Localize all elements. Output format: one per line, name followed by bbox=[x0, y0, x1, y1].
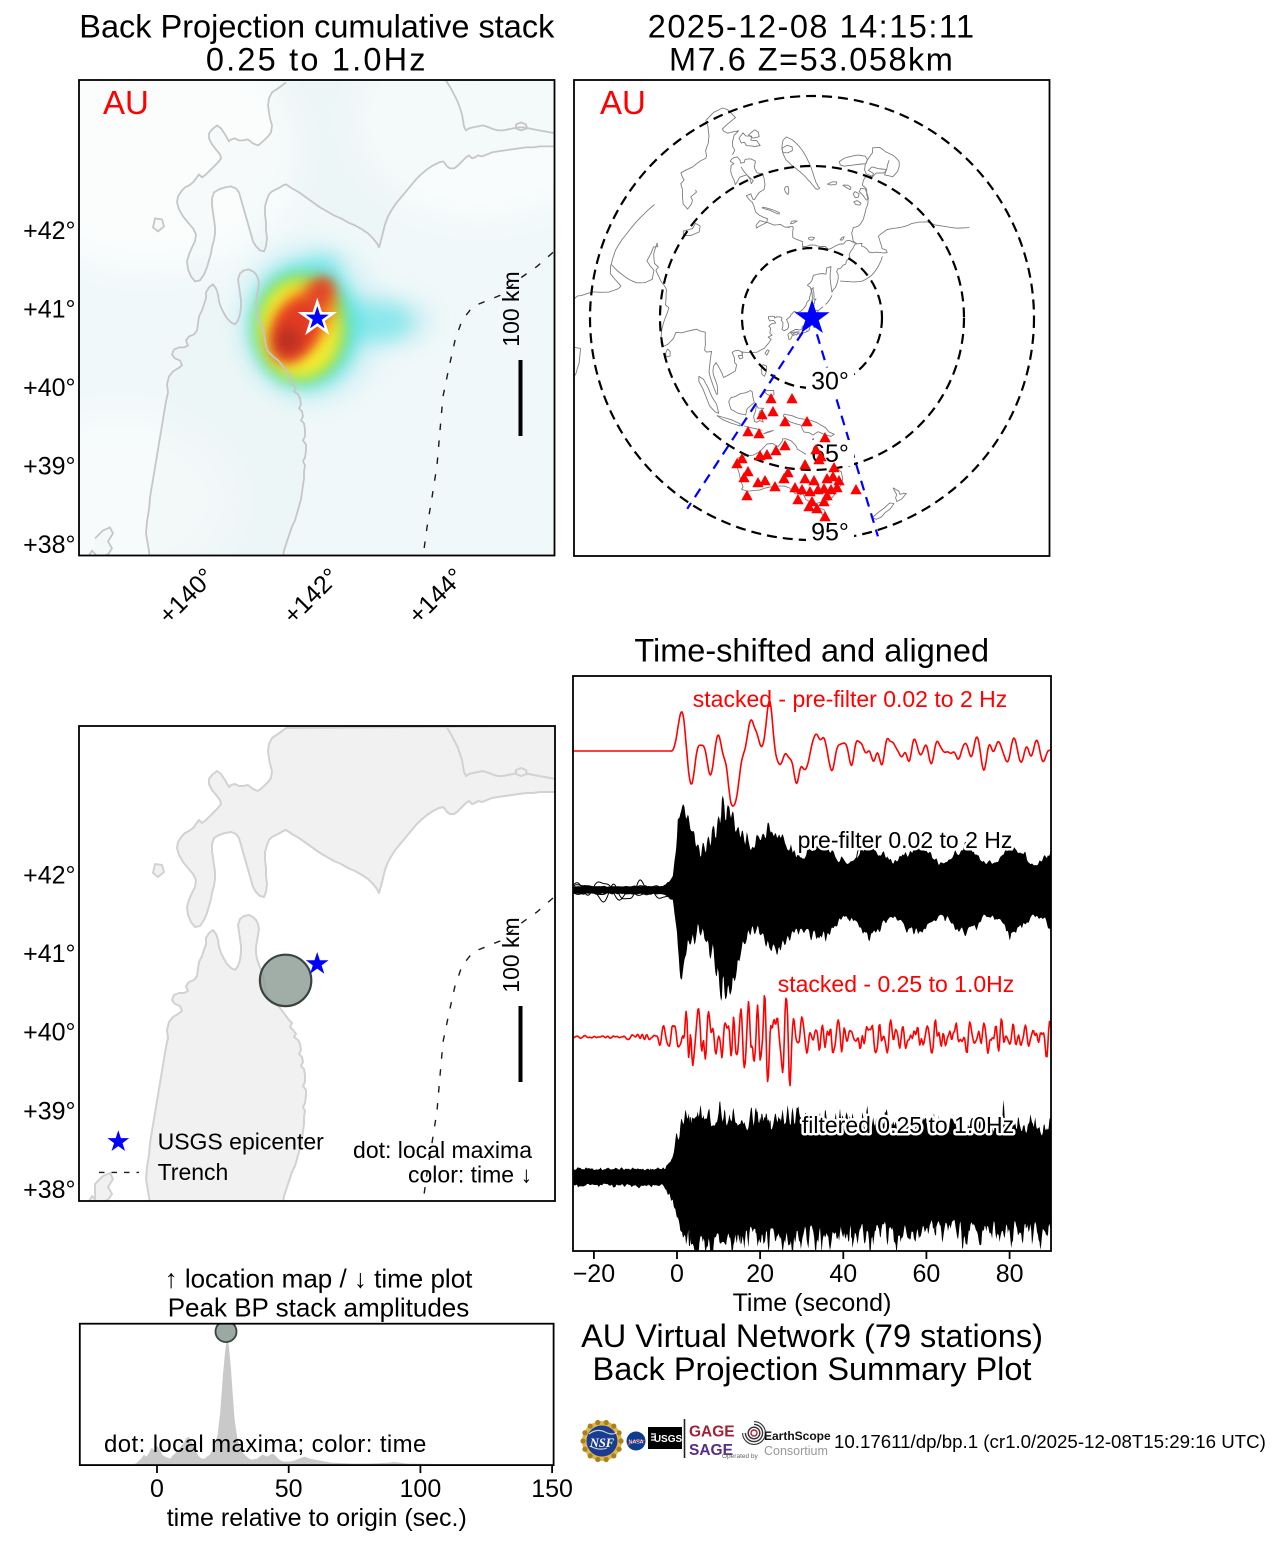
svg-text:stacked - 0.25 to 1.0Hz: stacked - 0.25 to 1.0Hz bbox=[778, 971, 1015, 997]
svg-text:USGS: USGS bbox=[654, 1434, 683, 1445]
svg-text:10.17611/dp/bp.1 (cr1.0/2025-1: 10.17611/dp/bp.1 (cr1.0/2025-12-08T15:29… bbox=[834, 1431, 1266, 1452]
svg-text:Back Projection Summary Plot: Back Projection Summary Plot bbox=[593, 1351, 1032, 1387]
svg-text:+41°: +41° bbox=[23, 296, 75, 324]
svg-text:95°: 95° bbox=[811, 519, 849, 547]
svg-text:+41°: +41° bbox=[23, 940, 75, 968]
svg-text:NASA: NASA bbox=[629, 1440, 644, 1446]
svg-text:+140°: +140° bbox=[153, 563, 220, 630]
svg-text:M7.6 Z=53.058km: M7.6 Z=53.058km bbox=[669, 42, 954, 78]
svg-text:+39°: +39° bbox=[23, 1097, 75, 1125]
svg-text:AU: AU bbox=[103, 84, 149, 121]
svg-text:color: time ↓: color: time ↓ bbox=[408, 1162, 532, 1188]
svg-text:100: 100 bbox=[400, 1475, 442, 1503]
svg-text:0.25 to 1.0Hz: 0.25 to 1.0Hz bbox=[206, 42, 428, 78]
svg-text:100 km: 100 km bbox=[498, 917, 524, 992]
svg-text:↑ location map / ↓ time plot: ↑ location map / ↓ time plot bbox=[165, 1264, 474, 1294]
svg-text:Operated by: Operated by bbox=[722, 1453, 759, 1460]
svg-text:dot: local maxima; color: time: dot: local maxima; color: time bbox=[104, 1431, 427, 1458]
svg-text:dot: local maxima: dot: local maxima bbox=[353, 1137, 532, 1163]
svg-text:Time-shifted and aligned: Time-shifted and aligned bbox=[634, 633, 989, 669]
svg-text:filtered 0.25 to 1.0Hz: filtered 0.25 to 1.0Hz bbox=[802, 1112, 1014, 1138]
svg-text:0: 0 bbox=[150, 1475, 164, 1503]
svg-text:Time (second): Time (second) bbox=[733, 1289, 892, 1317]
svg-text:−20: −20 bbox=[573, 1260, 615, 1288]
svg-text:80: 80 bbox=[996, 1260, 1024, 1288]
svg-text:+42°: +42° bbox=[23, 862, 75, 890]
svg-text:+40°: +40° bbox=[23, 374, 75, 402]
svg-text:USGS epicenter: USGS epicenter bbox=[158, 1129, 325, 1155]
svg-text:Consortium: Consortium bbox=[764, 1444, 828, 1458]
svg-text:Peak BP stack amplitudes: Peak BP stack amplitudes bbox=[168, 1293, 470, 1323]
svg-text:GAGE: GAGE bbox=[689, 1424, 735, 1441]
svg-text:+142°: +142° bbox=[278, 563, 345, 630]
svg-text:+144°: +144° bbox=[403, 563, 470, 630]
svg-text:50: 50 bbox=[275, 1475, 303, 1503]
svg-text:stacked - pre-filter 0.02 to 2: stacked - pre-filter 0.02 to 2 Hz bbox=[693, 686, 1007, 712]
svg-text:time relative to origin (sec.): time relative to origin (sec.) bbox=[167, 1504, 467, 1532]
svg-text:+40°: +40° bbox=[23, 1019, 75, 1047]
svg-text:AU Virtual Network (79 station: AU Virtual Network (79 stations) bbox=[581, 1318, 1043, 1354]
svg-text:100 km: 100 km bbox=[498, 271, 524, 346]
svg-text:SAGE: SAGE bbox=[689, 1442, 733, 1459]
svg-text:NSF: NSF bbox=[589, 1436, 615, 1450]
svg-text:+38°: +38° bbox=[23, 1176, 75, 1204]
svg-text:20: 20 bbox=[746, 1260, 774, 1288]
svg-text:60: 60 bbox=[912, 1260, 940, 1288]
svg-text:pre-filter 0.02 to 2 Hz: pre-filter 0.02 to 2 Hz bbox=[798, 827, 1013, 853]
svg-text:0: 0 bbox=[670, 1260, 684, 1288]
svg-text:+42°: +42° bbox=[23, 217, 75, 245]
svg-text:150: 150 bbox=[531, 1475, 573, 1503]
svg-text:+38°: +38° bbox=[23, 531, 75, 559]
svg-text:2025-12-08 14:15:11: 2025-12-08 14:15:11 bbox=[648, 9, 976, 45]
svg-text:+39°: +39° bbox=[23, 452, 75, 480]
svg-text:EarthScope: EarthScope bbox=[764, 1429, 831, 1443]
svg-text:40: 40 bbox=[829, 1260, 857, 1288]
svg-text:30°: 30° bbox=[811, 368, 849, 396]
svg-text:AU: AU bbox=[600, 84, 646, 121]
svg-text:Back Projection cumulative sta: Back Projection cumulative stack bbox=[79, 9, 555, 45]
svg-text:Trench: Trench bbox=[158, 1159, 229, 1185]
